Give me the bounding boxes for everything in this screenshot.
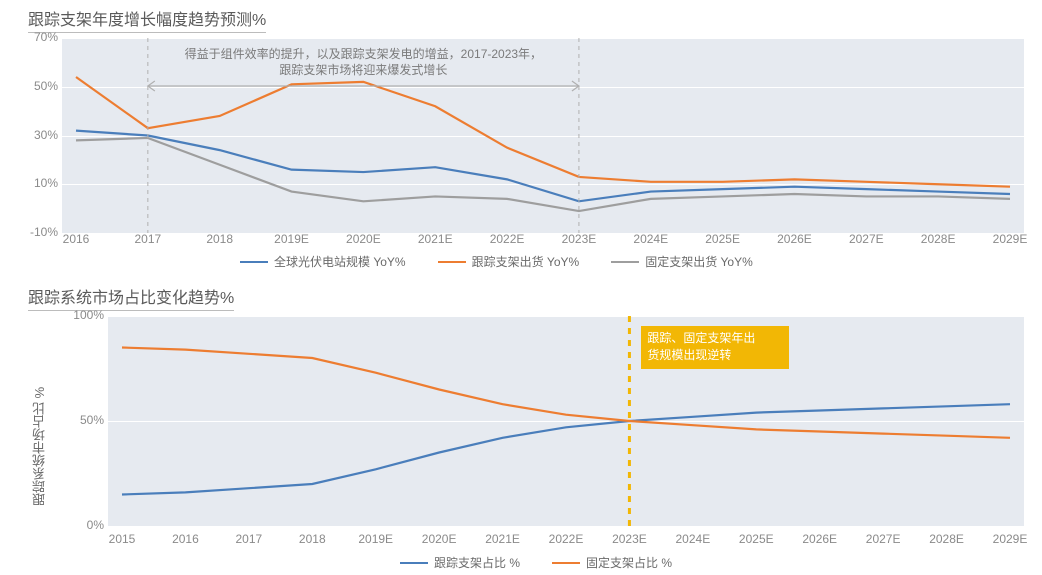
y-tick-label: 50%: [54, 413, 104, 427]
y-tick-label: 50%: [8, 79, 58, 93]
x-tick-label: 2015: [109, 532, 136, 546]
chart1-annotation-text: 得益于组件效率的提升，以及跟踪支架发电的增益，2017-2023年， 跟踪支架市…: [153, 46, 573, 78]
x-tick-label: 2029E: [993, 532, 1028, 546]
x-tick-label: 2028E: [921, 232, 956, 246]
x-tick-label: 2028E: [929, 532, 964, 546]
x-tick-label: 2017: [134, 232, 161, 246]
chart2-callout-box: 跟踪、固定支架年出 货规模出现逆转: [641, 326, 789, 369]
chart2-y-axis-label: 跟踪系统市场占比 %: [30, 346, 49, 506]
chart2-callout-line1: 跟踪、固定支架年出: [647, 331, 755, 345]
x-tick-label: 2020E: [422, 532, 457, 546]
legend-swatch: [240, 261, 268, 263]
x-tick-label: 2029E: [993, 232, 1028, 246]
chart1-annotation-line1: 得益于组件效率的提升，以及跟踪支架发电的增益，2017-2023年，: [185, 47, 542, 61]
legend-item: 全球光伏电站规模 YoY%: [240, 253, 406, 270]
chart2-callout-svg: [108, 316, 1024, 526]
x-tick-label: 2025E: [705, 232, 740, 246]
chart2-title: 跟踪系统市场占比变化趋势%: [28, 284, 234, 311]
chart1-title: 跟踪支架年度增长幅度趋势预测%: [28, 6, 266, 33]
legend-swatch: [400, 562, 428, 564]
legend-swatch: [611, 261, 639, 263]
x-tick-label: 2022E: [490, 232, 525, 246]
x-tick-label: 2023E: [562, 232, 597, 246]
y-tick-label: 70%: [8, 30, 58, 44]
x-tick-label: 2026E: [777, 232, 812, 246]
legend-label: 跟踪支架出货 YoY%: [472, 253, 580, 270]
x-tick-label: 2017: [235, 532, 262, 546]
x-tick-label: 2027E: [866, 532, 901, 546]
y-tick-label: 10%: [8, 176, 58, 190]
legend-item: 跟踪支架出货 YoY%: [438, 253, 580, 270]
x-tick-label: 2021E: [485, 532, 520, 546]
legend-item: 固定支架出货 YoY%: [611, 253, 753, 270]
x-tick-label: 2018: [299, 532, 326, 546]
legend-swatch: [438, 261, 466, 263]
chart2-legend: 跟踪支架占比 % 固定支架占比 %: [400, 554, 672, 571]
x-tick-label: 2024E: [675, 532, 710, 546]
x-tick-label: 2027E: [849, 232, 884, 246]
legend-label: 固定支架占比 %: [586, 554, 672, 571]
chart2-callout-line2: 货规模出现逆转: [647, 348, 731, 362]
x-tick-label: 2016: [63, 232, 90, 246]
legend-swatch: [552, 562, 580, 564]
legend-item: 跟踪支架占比 %: [400, 554, 520, 571]
x-tick-label: 2026E: [802, 532, 837, 546]
x-tick-label: 2024E: [633, 232, 668, 246]
legend-item: 固定支架占比 %: [552, 554, 672, 571]
chart1-annotation-line2: 跟踪支架市场将迎来爆发式增长: [279, 63, 447, 77]
y-tick-label: -10%: [8, 225, 58, 239]
x-tick-label: 2022E: [549, 532, 584, 546]
x-tick-label: 2023E: [612, 532, 647, 546]
y-tick-label: 30%: [8, 128, 58, 142]
x-tick-label: 2016: [172, 532, 199, 546]
legend-label: 全球光伏电站规模 YoY%: [274, 253, 406, 270]
y-tick-label: 0%: [54, 518, 104, 532]
y-tick-label: 100%: [54, 308, 104, 322]
legend-label: 固定支架出货 YoY%: [645, 253, 753, 270]
x-tick-label: 2019E: [358, 532, 393, 546]
x-tick-label: 2018: [206, 232, 233, 246]
legend-label: 跟踪支架占比 %: [434, 554, 520, 571]
grid-line: [108, 526, 1024, 527]
chart1-legend: 全球光伏电站规模 YoY% 跟踪支架出货 YoY% 固定支架出货 YoY%: [240, 253, 753, 270]
x-tick-label: 2021E: [418, 232, 453, 246]
x-tick-label: 2019E: [274, 232, 309, 246]
x-tick-label: 2020E: [346, 232, 381, 246]
x-tick-label: 2025E: [739, 532, 774, 546]
